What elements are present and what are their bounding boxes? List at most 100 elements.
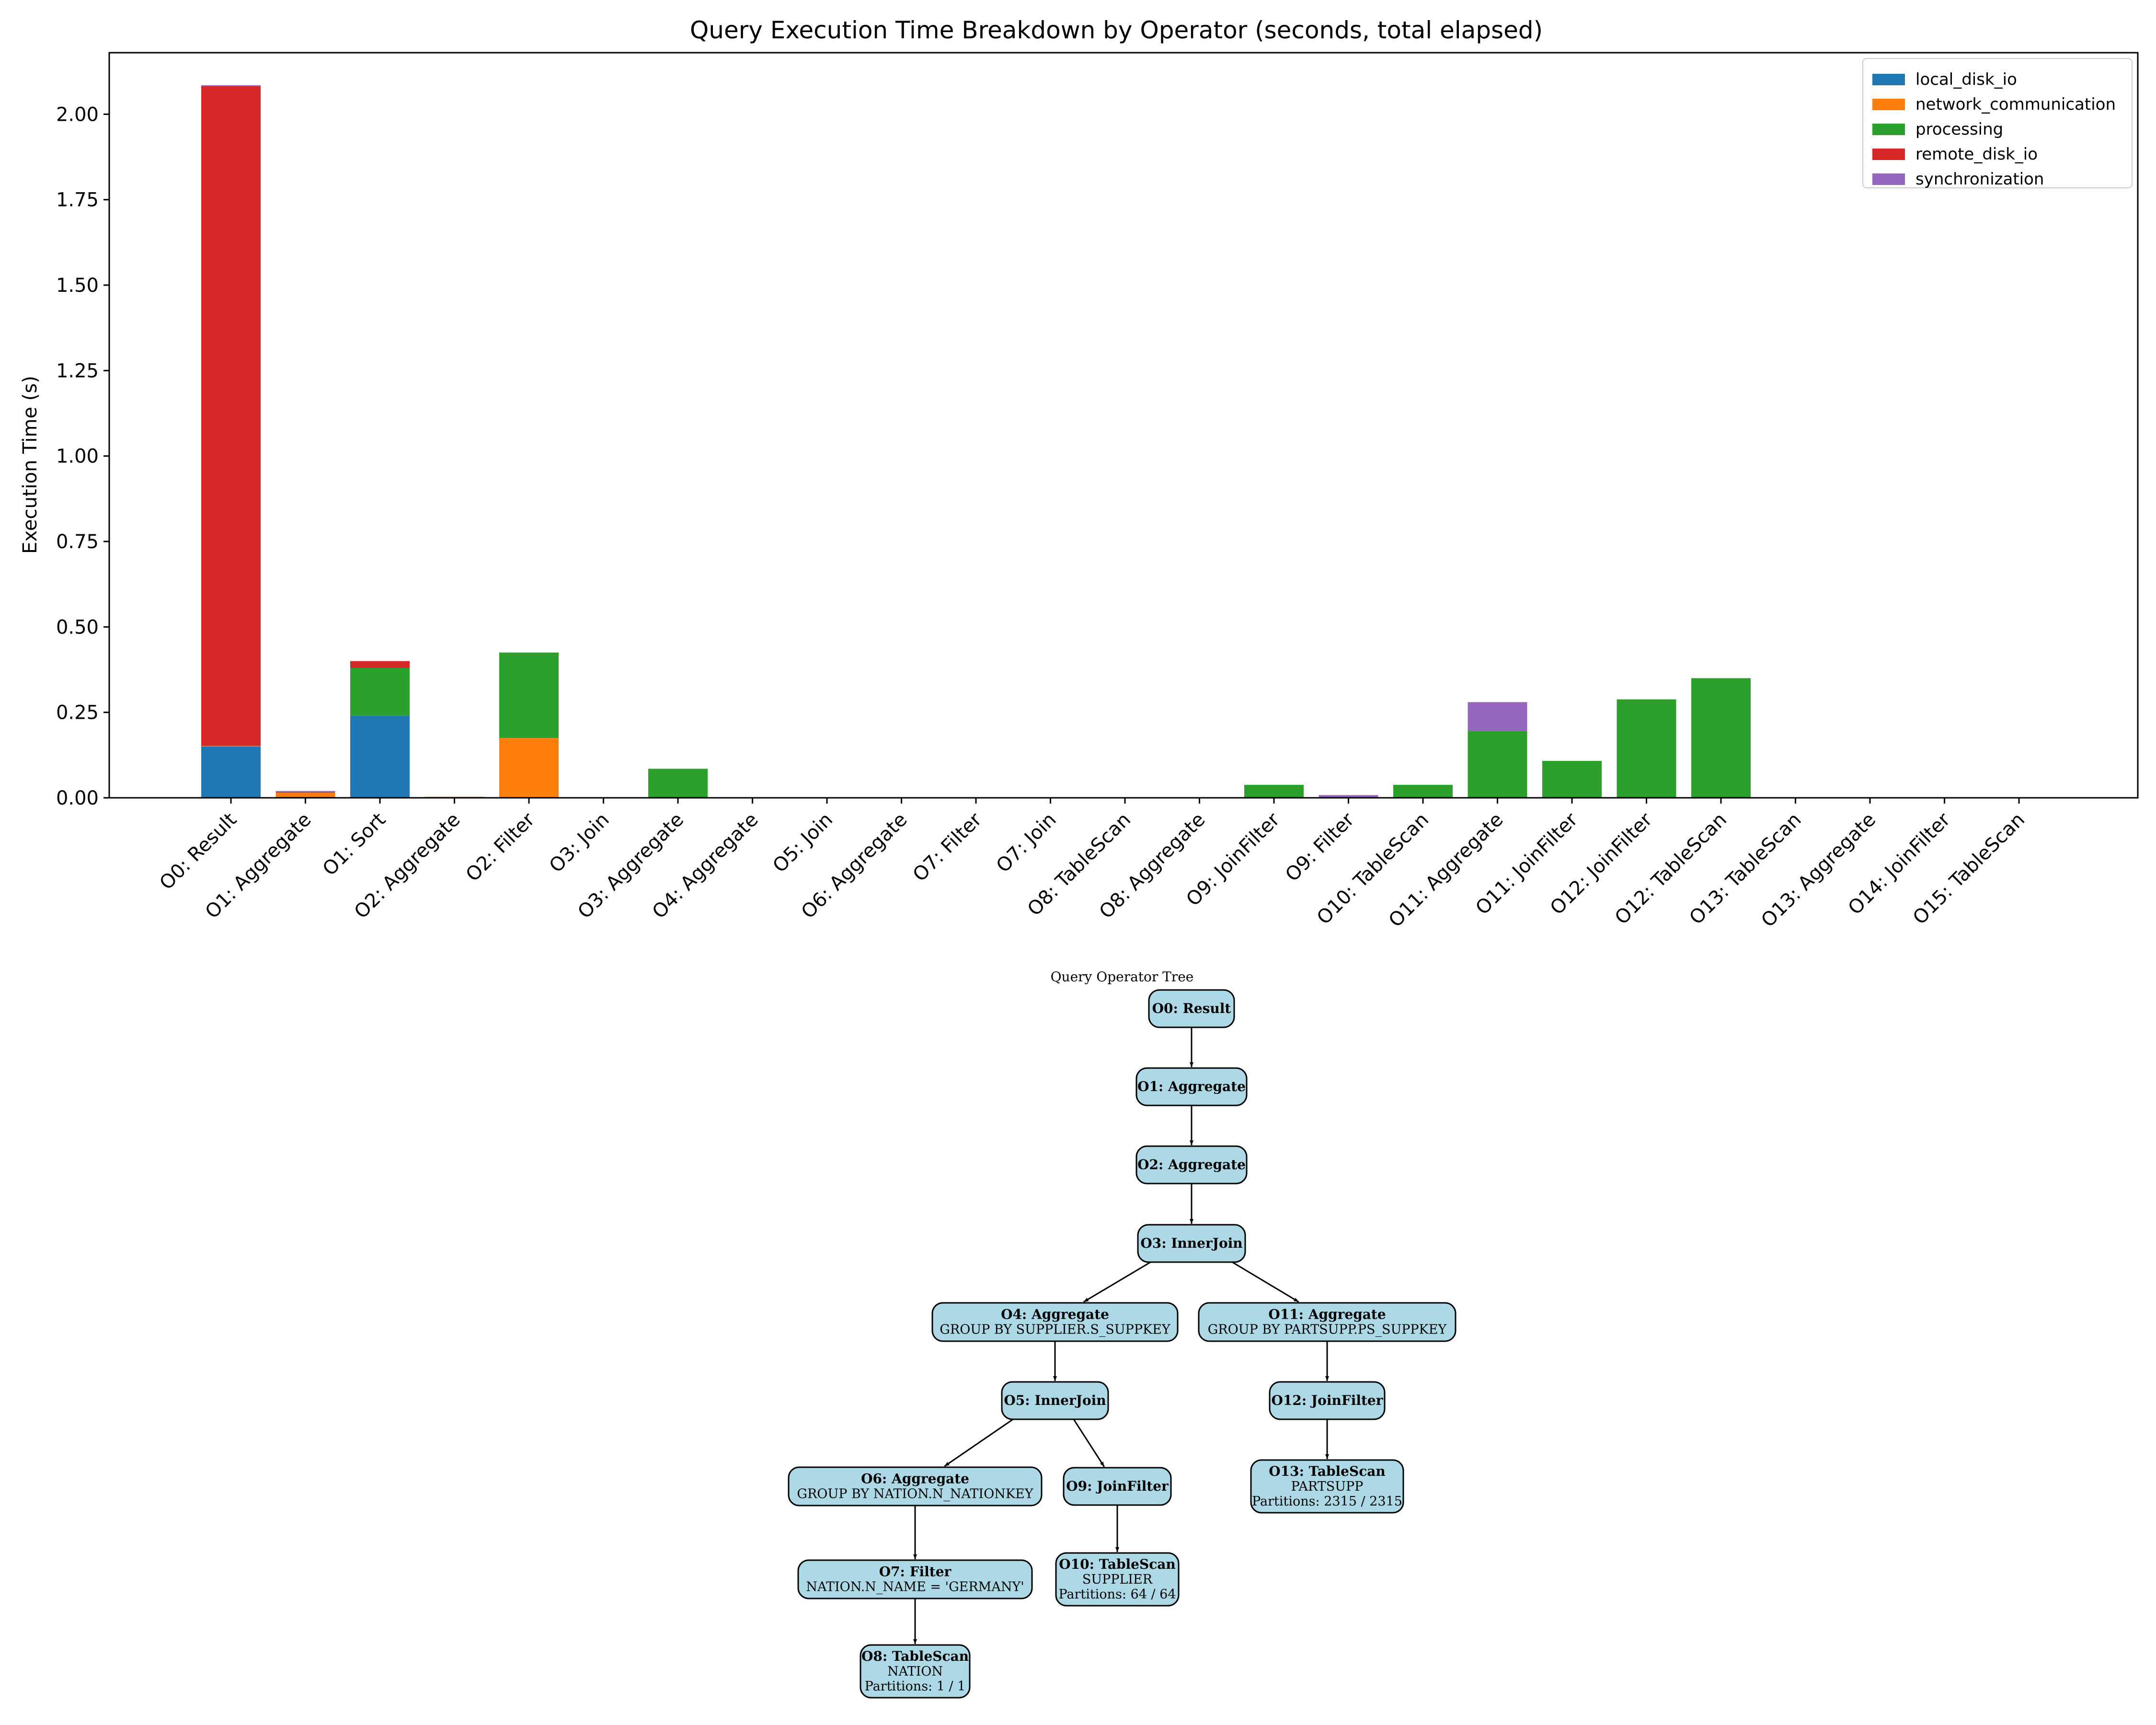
tree-edges — [913, 1027, 1329, 1644]
y-tick-label: 0.25 — [56, 702, 99, 724]
bar-synchronization-0 — [201, 85, 261, 86]
tree-node-detail: Partitions: 2315 / 2315 — [1252, 1494, 1402, 1509]
y-tick-label: 0.50 — [56, 616, 99, 638]
query-operator-tree: Query Operator Tree O0: Result O1: Aggreg… — [788, 969, 1456, 1699]
y-tick-label: 1.00 — [56, 446, 99, 468]
bar-local-disk-io-2 — [350, 715, 410, 798]
tree-nodes: O0: Result O1: Aggregate O2: Aggregate O3: … — [788, 989, 1456, 1699]
bar-processing-14 — [1244, 784, 1304, 798]
bars-group — [201, 85, 1751, 798]
legend-swatch-local-disk-io — [1872, 74, 1905, 85]
tree-node-box — [1148, 989, 1235, 1028]
tree-node-box — [788, 1466, 1043, 1506]
tree-node-o0: O0: Result — [1148, 989, 1235, 1028]
tree-node-title: O7: Filter — [879, 1564, 952, 1580]
tree-node-box — [1063, 1467, 1172, 1506]
tree-node-title: O3: InnerJoin — [1140, 1235, 1242, 1251]
legend-label-processing: processing — [1915, 120, 2003, 139]
x-tick-label: O7: Filter — [909, 808, 986, 886]
legend-label-remote-disk-io: remote_disk_io — [1915, 145, 2038, 164]
tree-node-detail: GROUP BY PARTSUPP.PS_SUPPKEY — [1208, 1322, 1447, 1337]
x-tick-label: O5: Join — [768, 809, 837, 877]
legend-label-network-communication: network_communication — [1915, 95, 2116, 114]
y-tick-label: 0.00 — [56, 787, 99, 809]
bar-network-communication-1 — [275, 793, 335, 797]
tree-node-o12: O12: JoinFilter — [1269, 1381, 1386, 1420]
tree-node-title: O1: Aggregate — [1137, 1079, 1246, 1094]
y-axis-label: Execution Time (s) — [19, 376, 41, 554]
tree-node-detail: PARTSUPP — [1291, 1479, 1364, 1494]
y-tick-label: 1.50 — [56, 275, 99, 297]
tree-node-o5: O5: InnerJoin — [1001, 1381, 1109, 1420]
tree-node-box — [1055, 1552, 1180, 1607]
legend-swatch-remote-disk-io — [1872, 149, 1905, 160]
bar-processing-20 — [1691, 678, 1751, 798]
x-tick-label: O1: Sort — [319, 809, 390, 880]
tree-node-box — [797, 1559, 1033, 1599]
tree-node-title: O5: InnerJoin — [1004, 1392, 1106, 1408]
bar-remote-disk-io-1 — [275, 792, 335, 793]
tree-node-title: O12: JoinFilter — [1271, 1392, 1383, 1408]
bar-network-communication-4 — [499, 738, 559, 798]
legend-swatch-network-communication — [1872, 99, 1905, 110]
bar-processing-16 — [1393, 784, 1453, 798]
tree-node-o3: O3: InnerJoin — [1137, 1224, 1246, 1263]
tree-node-title: O6: Aggregate — [861, 1471, 969, 1487]
legend-label-synchronization: synchronization — [1915, 170, 2044, 189]
legend-swatch-synchronization — [1872, 173, 1905, 185]
y-tick-label: 0.75 — [56, 531, 99, 553]
bar-processing-2 — [350, 667, 410, 716]
y-axis-ticks: 0.00 0.25 0.50 0.75 1.00 1.25 1.50 1.75 2.00 — [56, 104, 109, 809]
x-tick-label: O2: Filter — [462, 808, 539, 886]
tree-node-detail: Partitions: 1 / 1 — [865, 1679, 966, 1694]
bar-remote-disk-io-2 — [350, 661, 410, 668]
x-tick-label: O3: Join — [545, 809, 614, 877]
tree-node-box — [860, 1644, 971, 1699]
tree-edge-o3-o4 — [1083, 1261, 1151, 1303]
tree-node-detail: NATION — [887, 1664, 943, 1679]
bar-synchronization-17 — [1468, 702, 1527, 731]
bar-processing-19 — [1617, 699, 1676, 798]
tree-node-detail: GROUP BY NATION.N_NATIONKEY — [797, 1487, 1033, 1502]
y-tick-label: 2.00 — [56, 104, 99, 126]
tree-node-title: O9: JoinFilter — [1066, 1478, 1169, 1494]
bar-local-disk-io-0 — [201, 747, 261, 798]
y-tick-label: 1.75 — [56, 189, 99, 211]
tree-node-detail: GROUP BY SUPPLIER.S_SUPPKEY — [940, 1322, 1171, 1337]
chart-title: Query Execution Time Breakdown by Operat… — [690, 16, 1543, 44]
tree-edge-o5-o6 — [944, 1418, 1014, 1467]
tree-node-title: O2: Aggregate — [1137, 1157, 1246, 1173]
legend-label-local-disk-io: local_disk_io — [1915, 70, 2017, 89]
tree-node-box — [1198, 1302, 1456, 1342]
bar-synchronization-15 — [1319, 795, 1378, 797]
tree-node-box — [1137, 1224, 1246, 1263]
tree-node-title: O8: TableScan — [861, 1648, 969, 1664]
tree-node-box — [1269, 1381, 1386, 1420]
bar-processing-4 — [499, 652, 559, 738]
legend: local_disk_io network_communicationproces… — [1862, 58, 2133, 189]
tree-title: Query Operator Tree — [1051, 969, 1194, 985]
tree-node-o9: O9: JoinFilter — [1063, 1467, 1172, 1506]
tree-node-detail: SUPPLIER — [1082, 1572, 1153, 1587]
tree-node-box — [1135, 1145, 1248, 1184]
tree-node-title: O10: TableScan — [1059, 1556, 1176, 1572]
bar-network-communication-0 — [201, 746, 261, 747]
bar-remote-disk-io-0 — [201, 86, 261, 746]
bar-processing-18 — [1542, 760, 1602, 798]
x-tick-label: O7: Join — [992, 809, 1061, 877]
tree-node-detail: Partitions: 64 / 64 — [1058, 1587, 1176, 1602]
tree-node-box — [1135, 1067, 1248, 1106]
tree-node-o2: O2: Aggregate — [1135, 1145, 1248, 1184]
tree-edge-o3-o11 — [1232, 1261, 1299, 1303]
tree-edge-o5-o9 — [1073, 1419, 1105, 1467]
tree-node-box — [1250, 1459, 1404, 1514]
x-tick-label: O9: Filter — [1281, 808, 1359, 886]
